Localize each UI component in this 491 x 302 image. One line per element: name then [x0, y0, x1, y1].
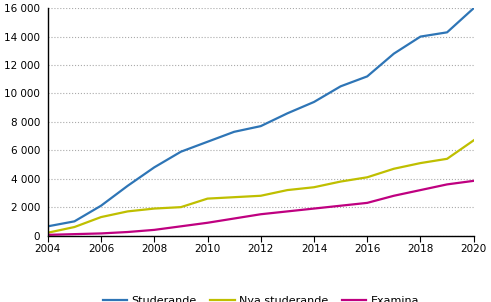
Nya studerande	[444, 157, 450, 161]
Nya studerande	[178, 205, 184, 209]
Studerande	[72, 220, 78, 223]
Examina	[98, 232, 104, 235]
Studerande	[151, 165, 157, 169]
Studerande	[284, 111, 290, 115]
Examina	[125, 230, 131, 234]
Nya studerande	[391, 167, 397, 171]
Studerande	[338, 85, 344, 88]
Studerande	[98, 204, 104, 207]
Studerande	[471, 6, 477, 10]
Line: Nya studerande: Nya studerande	[48, 140, 474, 233]
Nya studerande	[284, 188, 290, 192]
Examina	[284, 210, 290, 213]
Examina	[338, 204, 344, 207]
Examina	[258, 212, 264, 216]
Line: Examina: Examina	[48, 181, 474, 235]
Examina	[444, 183, 450, 186]
Studerande	[125, 184, 131, 188]
Nya studerande	[151, 207, 157, 210]
Studerande	[258, 124, 264, 128]
Examina	[151, 228, 157, 232]
Examina	[205, 221, 211, 225]
Studerande	[391, 52, 397, 56]
Nya studerande	[311, 185, 317, 189]
Studerande	[45, 224, 51, 228]
Studerande	[444, 31, 450, 34]
Nya studerande	[125, 210, 131, 213]
Nya studerande	[364, 175, 370, 179]
Nya studerande	[258, 194, 264, 198]
Examina	[231, 217, 237, 220]
Examina	[391, 194, 397, 198]
Studerande	[205, 140, 211, 143]
Nya studerande	[72, 225, 78, 229]
Examina	[72, 232, 78, 236]
Examina	[311, 207, 317, 210]
Nya studerande	[417, 161, 423, 165]
Legend: Studerande, Nya studerande, Examina: Studerande, Nya studerande, Examina	[98, 291, 423, 302]
Nya studerande	[231, 195, 237, 199]
Examina	[471, 179, 477, 183]
Examina	[45, 233, 51, 237]
Nya studerande	[338, 180, 344, 183]
Studerande	[178, 150, 184, 153]
Nya studerande	[98, 215, 104, 219]
Examina	[178, 224, 184, 228]
Studerande	[311, 100, 317, 104]
Nya studerande	[45, 231, 51, 235]
Examina	[364, 201, 370, 205]
Studerande	[231, 130, 237, 133]
Line: Studerande: Studerande	[48, 8, 474, 226]
Studerande	[364, 75, 370, 78]
Nya studerande	[205, 197, 211, 201]
Studerande	[417, 35, 423, 38]
Nya studerande	[471, 139, 477, 142]
Examina	[417, 188, 423, 192]
